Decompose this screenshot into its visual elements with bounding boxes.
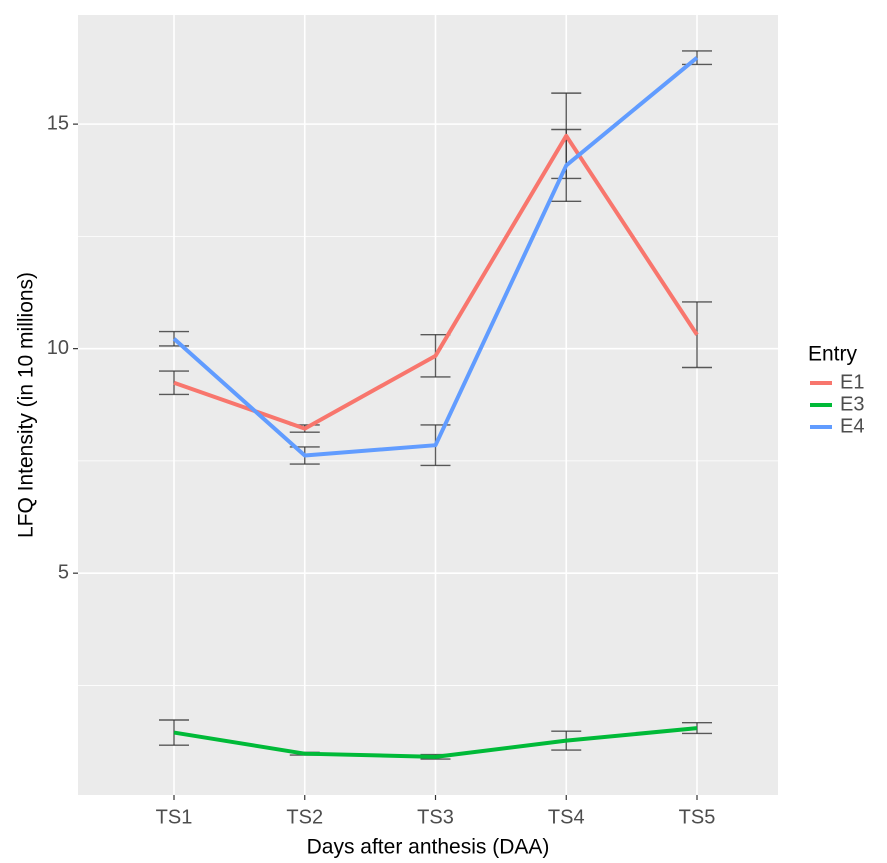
y-tick-label: 15 [47,112,69,134]
grid [78,15,778,795]
marks [159,50,712,760]
line [173,133,699,431]
legend-label: E1 [840,371,864,393]
x-tick-label: TS5 [679,806,716,828]
x-tick-label: TS3 [417,806,454,828]
line [172,56,699,458]
line [173,726,698,759]
y-axis-title: LFQ Intensity (in 10 millions) [15,272,38,538]
legend-title: Entry [808,343,858,366]
x-tick-label: TS1 [156,806,193,828]
y-tick-label: 5 [58,561,69,583]
x-tick-label: TS2 [286,806,323,828]
panel [78,15,778,795]
legend-label: E4 [840,415,864,437]
x-axis-title: Days after anthesis (DAA) [307,836,550,859]
x-tick-label: TS4 [548,806,585,828]
y-tick-label: 10 [47,337,69,359]
legend-label: E3 [840,393,864,415]
